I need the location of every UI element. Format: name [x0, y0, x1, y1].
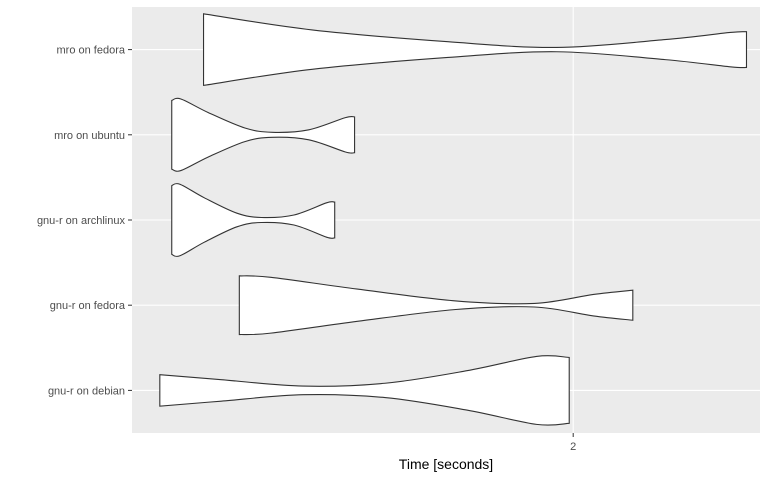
violins — [159, 13, 748, 426]
y-axis: mro on fedora mro on ubuntu gnu-r on archl… — [37, 45, 132, 397]
x-axis: 2 — [570, 433, 576, 453]
violin-gnu-r-on-debian — [159, 355, 570, 426]
y-tick-label: mro on ubuntu — [54, 130, 125, 142]
x-axis-title: Time [seconds] — [399, 456, 493, 472]
y-tick-label: gnu-r on archlinux — [37, 215, 126, 227]
violin-mro-on-fedora — [202, 13, 748, 87]
y-tick-label: gnu-r on fedora — [50, 300, 126, 312]
x-tick-label: 2 — [570, 441, 576, 453]
violin-gnu-r-on-fedora — [238, 275, 634, 336]
y-tick-label: mro on fedora — [57, 45, 126, 57]
y-tick-label: gnu-r on debian — [48, 385, 125, 397]
violin-mro-on-ubuntu — [171, 97, 356, 172]
violin-gnu-r-on-archlinux — [171, 183, 336, 257]
